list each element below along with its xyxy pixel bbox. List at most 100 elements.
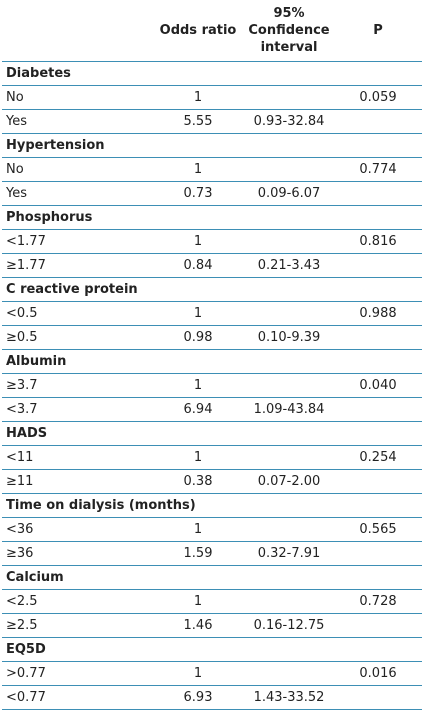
odds-ratio: 1: [152, 229, 244, 254]
group-name: EQ5D: [2, 637, 422, 662]
row-label: <2.5: [2, 589, 152, 614]
odds-ratio: 0.38: [152, 469, 244, 494]
data-row: No 1 0.059: [2, 85, 422, 110]
confidence-interval: 0.07-2.00: [244, 469, 334, 494]
row-label: ≥3.7: [2, 373, 152, 398]
p-value: 0.016: [334, 661, 422, 686]
data-row: ≥1.77 0.84 0.21-3.43: [2, 253, 422, 278]
row-label: ≥0.5: [2, 325, 152, 350]
data-row: <11 1 0.254: [2, 445, 422, 470]
p-value: [334, 397, 422, 422]
p-value: 0.774: [334, 157, 422, 182]
row-label: >0.77: [2, 661, 152, 686]
confidence-interval: [244, 85, 334, 110]
odds-ratio: 1: [152, 517, 244, 542]
odds-ratio: 1: [152, 589, 244, 614]
row-label: ≥11: [2, 469, 152, 494]
row-label: No: [2, 157, 152, 182]
data-row: ≥0.5 0.98 0.10-9.39: [2, 325, 422, 350]
data-row: ≥36 1.59 0.32-7.91: [2, 541, 422, 566]
group-row: Calcium: [2, 565, 422, 590]
p-value: 0.988: [334, 301, 422, 326]
row-label: No: [2, 85, 152, 110]
row-label: Yes: [2, 181, 152, 206]
row-label: ≥2.5: [2, 613, 152, 638]
group-name: Phosphorus: [2, 205, 422, 230]
confidence-interval: [244, 517, 334, 542]
p-value: [334, 181, 422, 206]
group-row: HADS: [2, 421, 422, 446]
odds-ratio: 6.93: [152, 685, 244, 710]
row-label: <0.5: [2, 301, 152, 326]
odds-ratio: 1: [152, 373, 244, 398]
odds-ratio: 1: [152, 445, 244, 470]
p-value: 0.816: [334, 229, 422, 254]
odds-ratio: 6.94: [152, 397, 244, 422]
confidence-interval: [244, 157, 334, 182]
group-name: Hypertension: [2, 133, 422, 158]
group-row: C reactive protein: [2, 277, 422, 302]
data-row: ≥2.5 1.46 0.16-12.75: [2, 613, 422, 638]
group-row: Hypertension: [2, 133, 422, 158]
confidence-interval: [244, 229, 334, 254]
odds-ratio: 1: [152, 85, 244, 110]
row-label: <3.7: [2, 397, 152, 422]
confidence-interval: 1.09-43.84: [244, 397, 334, 422]
confidence-interval: 0.21-3.43: [244, 253, 334, 278]
odds-ratio: 1: [152, 661, 244, 686]
row-label: ≥1.77: [2, 253, 152, 278]
p-value: 0.059: [334, 85, 422, 110]
group-row: EQ5D: [2, 637, 422, 662]
header-row: Odds ratio 95% Confidence interval P: [2, 0, 422, 62]
header-cell: 95% Confidence interval: [244, 0, 334, 62]
p-value: [334, 469, 422, 494]
odds-ratio: 5.55: [152, 109, 244, 134]
confidence-interval: 0.09-6.07: [244, 181, 334, 206]
confidence-interval: 0.32-7.91: [244, 541, 334, 566]
header-cell: P: [334, 0, 422, 62]
odds-ratio: 0.84: [152, 253, 244, 278]
data-row: ≥3.7 1 0.040: [2, 373, 422, 398]
odds-ratio: 1.46: [152, 613, 244, 638]
confidence-interval: [244, 373, 334, 398]
data-row: No 1 0.774: [2, 157, 422, 182]
data-row: <0.5 1 0.988: [2, 301, 422, 326]
confidence-interval: [244, 445, 334, 470]
group-row: Albumin: [2, 349, 422, 374]
group-name: Time on dialysis (months): [2, 493, 422, 518]
group-row: Phosphorus: [2, 205, 422, 230]
odds-ratio: 0.73: [152, 181, 244, 206]
p-value: [334, 109, 422, 134]
header-blank: [2, 0, 152, 62]
data-row: Yes 0.73 0.09-6.07: [2, 181, 422, 206]
group-row: Diabetes: [2, 61, 422, 86]
row-label: <36: [2, 517, 152, 542]
data-row: Yes 5.55 0.93-32.84: [2, 109, 422, 134]
p-value: [334, 253, 422, 278]
data-row: <2.5 1 0.728: [2, 589, 422, 614]
p-value: [334, 613, 422, 638]
data-row: <1.77 1 0.816: [2, 229, 422, 254]
p-value: 0.254: [334, 445, 422, 470]
p-value: 0.728: [334, 589, 422, 614]
group-row: Time on dialysis (months): [2, 493, 422, 518]
group-name: Calcium: [2, 565, 422, 590]
row-label: Yes: [2, 109, 152, 134]
data-row: ≥11 0.38 0.07-2.00: [2, 469, 422, 494]
odds-ratio: 1: [152, 301, 244, 326]
data-row: <3.7 6.94 1.09-43.84: [2, 397, 422, 422]
confidence-interval: [244, 661, 334, 686]
p-value: [334, 541, 422, 566]
confidence-interval: 0.93-32.84: [244, 109, 334, 134]
p-value: [334, 685, 422, 710]
data-row: <36 1 0.565: [2, 517, 422, 542]
confidence-interval: 1.43-33.52: [244, 685, 334, 710]
group-name: Albumin: [2, 349, 422, 374]
odds-ratio: 1.59: [152, 541, 244, 566]
p-value: [334, 325, 422, 350]
group-name: HADS: [2, 421, 422, 446]
group-name: Diabetes: [2, 61, 422, 86]
confidence-interval: [244, 589, 334, 614]
